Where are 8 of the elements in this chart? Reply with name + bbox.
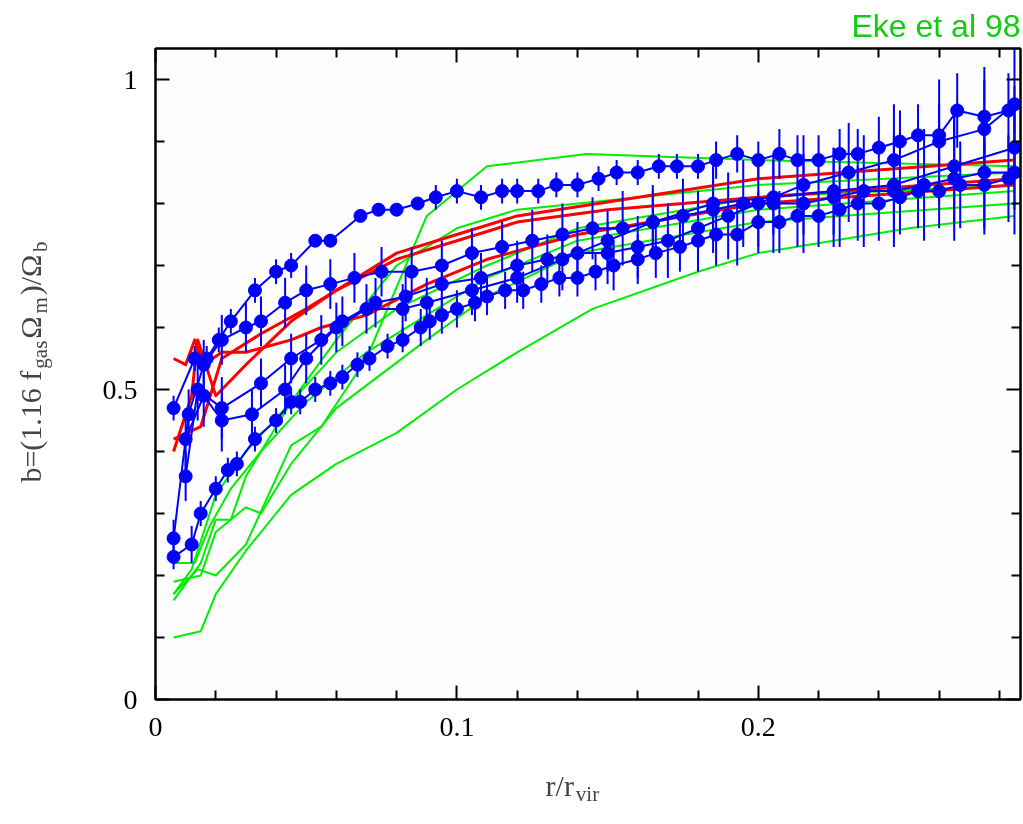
y-axis-title: b=(1.16 fgasΩm)/Ωb xyxy=(14,241,52,483)
y-tick-label: 0 xyxy=(123,683,138,715)
x-tick-label: 0 xyxy=(148,710,163,742)
y-tick-label: 1 xyxy=(123,63,138,95)
y-tick-label: 0.5 xyxy=(102,373,138,405)
x-tick-label: 0.1 xyxy=(439,710,475,742)
x-tick-label: 0.2 xyxy=(740,710,776,742)
text: Eke et al 98 xyxy=(851,7,1021,44)
